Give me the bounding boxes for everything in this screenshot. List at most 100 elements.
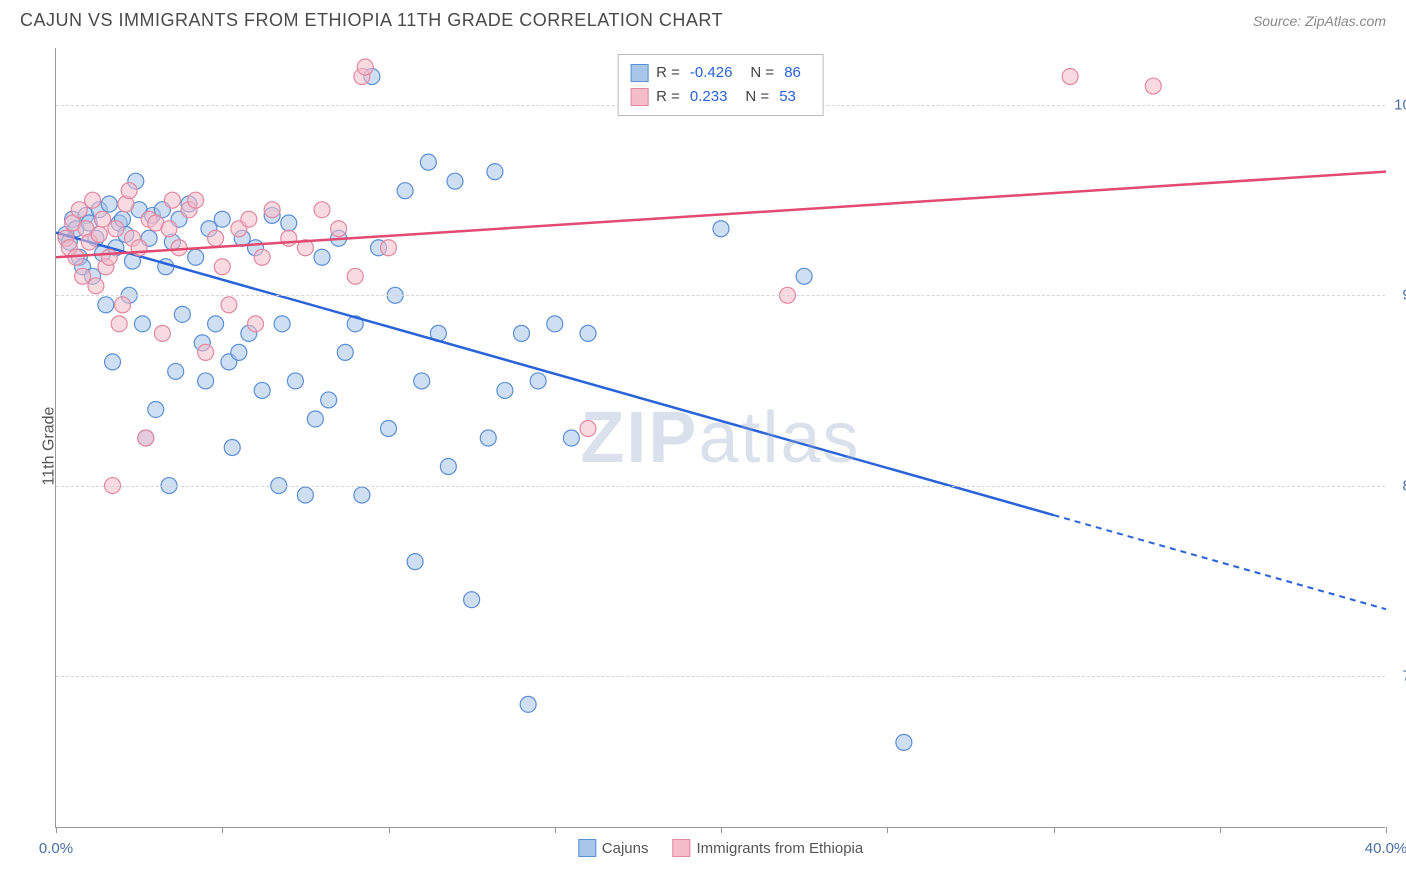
data-point xyxy=(138,430,154,446)
data-point xyxy=(440,459,456,475)
xtick xyxy=(555,827,556,833)
data-point xyxy=(221,297,237,313)
data-point xyxy=(214,211,230,227)
data-point xyxy=(198,373,214,389)
legend-swatch xyxy=(630,64,648,82)
data-point xyxy=(1145,78,1161,94)
legend-r-value: 0.233 xyxy=(690,85,728,109)
data-point xyxy=(208,316,224,332)
data-point xyxy=(248,316,264,332)
data-point xyxy=(314,202,330,218)
xtick-label: 40.0% xyxy=(1365,840,1406,857)
legend-swatch xyxy=(672,839,690,857)
data-point xyxy=(121,183,137,199)
data-point xyxy=(214,259,230,275)
legend-n-label: N = xyxy=(745,85,769,109)
data-point xyxy=(108,221,124,237)
data-point xyxy=(321,392,337,408)
chart-source: Source: ZipAtlas.com xyxy=(1253,13,1386,29)
gridline xyxy=(56,676,1385,677)
data-point xyxy=(148,401,164,417)
data-point xyxy=(297,487,313,503)
data-point xyxy=(164,192,180,208)
data-point xyxy=(381,420,397,436)
data-point xyxy=(487,164,503,180)
data-point xyxy=(254,382,270,398)
data-point xyxy=(264,202,280,218)
xtick xyxy=(56,827,57,833)
data-point xyxy=(111,316,127,332)
legend-r-value: -0.426 xyxy=(690,61,733,85)
data-point xyxy=(174,306,190,322)
data-point xyxy=(101,249,117,265)
gridline xyxy=(56,486,1385,487)
data-point xyxy=(254,249,270,265)
data-point xyxy=(357,59,373,75)
legend-r-label: R = xyxy=(656,61,680,85)
legend-item: Cajuns xyxy=(578,839,649,857)
legend-n-value: 53 xyxy=(779,85,796,109)
data-point xyxy=(287,373,303,389)
data-point xyxy=(198,344,214,360)
data-point xyxy=(580,325,596,341)
data-point xyxy=(397,183,413,199)
data-point xyxy=(896,734,912,750)
ytick-label: 70.0% xyxy=(1390,667,1406,684)
ytick-label: 90.0% xyxy=(1390,287,1406,304)
data-point xyxy=(274,316,290,332)
data-point xyxy=(101,196,117,212)
data-point xyxy=(208,230,224,246)
chart-plot-area: R =-0.426N =86R =0.233N =53 ZIPatlas Caj… xyxy=(55,48,1385,828)
data-point xyxy=(188,249,204,265)
data-point xyxy=(530,373,546,389)
data-point xyxy=(580,420,596,436)
data-point xyxy=(91,226,107,242)
data-point xyxy=(71,202,87,218)
data-point xyxy=(420,154,436,170)
xtick xyxy=(1054,827,1055,833)
data-point xyxy=(95,211,111,227)
data-point xyxy=(347,268,363,284)
ytick-label: 100.0% xyxy=(1390,97,1406,114)
legend-r-label: R = xyxy=(656,85,680,109)
data-point xyxy=(115,297,131,313)
legend-label: Cajuns xyxy=(602,840,649,857)
data-point xyxy=(407,554,423,570)
legend-row: R =-0.426N =86 xyxy=(630,61,811,85)
data-point xyxy=(75,268,91,284)
data-point xyxy=(307,411,323,427)
xtick xyxy=(1386,827,1387,833)
legend-n-value: 86 xyxy=(784,61,801,85)
data-point xyxy=(381,240,397,256)
chart-title: CAJUN VS IMMIGRANTS FROM ETHIOPIA 11TH G… xyxy=(20,10,723,31)
data-point xyxy=(231,344,247,360)
xtick xyxy=(222,827,223,833)
ytick-label: 80.0% xyxy=(1390,477,1406,494)
data-point xyxy=(1062,69,1078,85)
xtick xyxy=(721,827,722,833)
data-point xyxy=(98,297,114,313)
chart-header: CAJUN VS IMMIGRANTS FROM ETHIOPIA 11TH G… xyxy=(0,0,1406,37)
data-point xyxy=(354,487,370,503)
data-point xyxy=(480,430,496,446)
data-point xyxy=(134,316,150,332)
data-point xyxy=(188,192,204,208)
data-point xyxy=(497,382,513,398)
legend-row: R = 0.233 N = 53 xyxy=(630,85,811,109)
data-point xyxy=(337,344,353,360)
data-point xyxy=(168,363,184,379)
data-point xyxy=(241,211,257,227)
data-point xyxy=(414,373,430,389)
data-point xyxy=(85,192,101,208)
data-point xyxy=(514,325,530,341)
data-point xyxy=(547,316,563,332)
xtick xyxy=(887,827,888,833)
xtick xyxy=(389,827,390,833)
data-point xyxy=(88,278,104,294)
data-point xyxy=(224,440,240,456)
data-point xyxy=(105,354,121,370)
data-point xyxy=(520,696,536,712)
legend-swatch xyxy=(578,839,596,857)
data-point xyxy=(281,215,297,231)
data-point xyxy=(331,221,347,237)
